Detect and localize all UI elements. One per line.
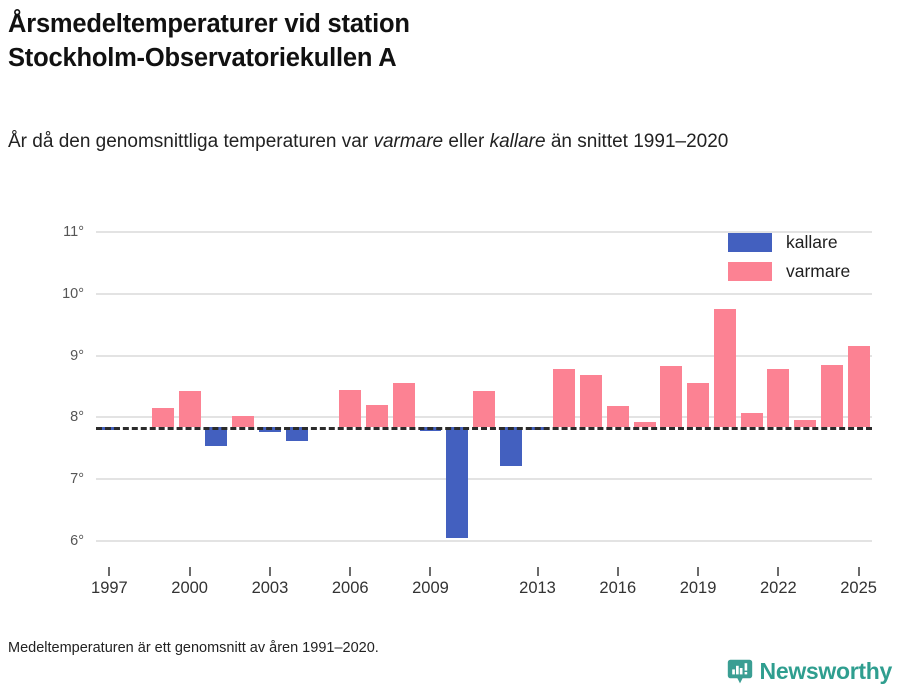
legend-swatch-varmare xyxy=(728,261,772,281)
bar-2016[interactable] xyxy=(606,406,629,427)
x-axis-tick xyxy=(188,567,191,576)
x-axis: 1997 2000 2003 2006 2009 2013 2016 2019 2022 2025 xyxy=(91,555,877,610)
x-axis-tick-label: 2003 xyxy=(251,579,289,597)
x-axis-tick xyxy=(268,567,271,576)
bar-2017[interactable] xyxy=(633,422,656,427)
x-axis-tick xyxy=(429,567,432,576)
y-axis-labels: 6° 7° 8° 9° 10° 11° xyxy=(0,210,84,555)
x-axis-tick xyxy=(857,567,860,576)
y-axis-tick-label: 9° xyxy=(70,347,84,364)
bar-2018[interactable] xyxy=(660,366,683,427)
bar-2022[interactable] xyxy=(767,369,790,427)
x-axis-tick xyxy=(777,567,780,576)
x-axis-tick-label: 1997 xyxy=(91,579,128,597)
subtitle-text-1: År då den genomsnittliga temperaturen va… xyxy=(8,131,374,152)
x-axis-tick xyxy=(108,567,111,576)
x-axis-tick xyxy=(536,567,539,576)
bar-2002[interactable] xyxy=(232,416,255,427)
bar-2010[interactable] xyxy=(446,426,469,538)
x-axis-tick xyxy=(349,567,352,576)
bar-2012[interactable] xyxy=(499,426,522,466)
bar-chart: 6° 7° 8° 9° 10° 11° 1997 2000 2003 2006 2009 2013 2… xyxy=(0,210,900,610)
bar-2020[interactable] xyxy=(713,308,736,427)
brand-logo[interactable]: Newsworthy xyxy=(727,658,892,685)
gridline xyxy=(96,478,872,481)
legend-item-kallare[interactable]: kallare xyxy=(728,232,850,252)
chart-footnote: Medeltemperaturen är ett genomsnitt av å… xyxy=(8,640,379,656)
bar-2024[interactable] xyxy=(820,365,843,427)
gridline xyxy=(96,540,872,542)
x-axis-tick-label: 2006 xyxy=(331,579,369,597)
subtitle-emphasis-varmare: varmare xyxy=(373,131,444,152)
bar-1999[interactable] xyxy=(151,408,174,427)
x-axis-tick xyxy=(697,567,700,576)
chart-legend: kallare varmare xyxy=(728,232,850,290)
x-axis-tick-label: 2025 xyxy=(840,579,877,597)
x-axis-tick-label: 2013 xyxy=(519,579,556,597)
legend-label-varmare: varmare xyxy=(786,260,851,281)
subtitle-emphasis-kallare: kallare xyxy=(489,131,546,152)
bar-2006[interactable] xyxy=(339,390,362,427)
legend-swatch-kallare xyxy=(728,232,772,252)
y-axis-tick-label: 11° xyxy=(63,224,84,240)
x-axis-tick xyxy=(616,567,619,576)
x-axis-tick-label: 2019 xyxy=(679,579,717,597)
bar-2000[interactable] xyxy=(178,390,201,427)
page-title: Årsmedeltemperaturer vid station Stockho… xyxy=(8,10,410,72)
bar-2025[interactable] xyxy=(847,346,870,427)
x-axis-tick-label: 2009 xyxy=(412,579,449,597)
bar-2007[interactable] xyxy=(365,405,388,427)
bar-2001[interactable] xyxy=(205,426,228,447)
x-axis-tick-label: 2016 xyxy=(599,579,637,597)
gridline xyxy=(96,231,872,233)
bar-2011[interactable] xyxy=(473,390,495,427)
subtitle-text-3: än snittet 1991–2020 xyxy=(545,131,729,152)
gridline xyxy=(96,292,872,295)
bar-2014[interactable] xyxy=(553,369,576,427)
bar-2004[interactable] xyxy=(285,426,308,441)
bar-2015[interactable] xyxy=(580,375,602,427)
bar-2008[interactable] xyxy=(392,383,415,427)
bar-2021[interactable] xyxy=(740,413,763,427)
legend-label-kallare: kallare xyxy=(786,231,838,252)
y-axis-tick-label: 7° xyxy=(70,471,84,488)
gridline xyxy=(96,354,872,357)
y-axis-tick-label: 8° xyxy=(70,409,84,426)
newsworthy-bars-logo-icon xyxy=(727,659,753,685)
y-axis-tick-label: 10° xyxy=(62,285,84,302)
plot-area xyxy=(96,210,872,555)
y-axis-tick-label: 6° xyxy=(70,533,84,549)
bar-2023[interactable] xyxy=(794,419,817,427)
x-axis-tick-label: 2022 xyxy=(759,579,797,597)
subtitle-text-2: eller xyxy=(443,131,490,152)
legend-item-varmare[interactable]: varmare xyxy=(728,261,850,281)
x-axis-tick-label: 2000 xyxy=(171,579,208,597)
brand-name: Newsworthy xyxy=(759,658,893,684)
page-subtitle: År då den genomsnittliga temperaturen va… xyxy=(8,128,868,156)
bar-2019[interactable] xyxy=(687,383,710,427)
average-reference-line xyxy=(96,426,872,430)
